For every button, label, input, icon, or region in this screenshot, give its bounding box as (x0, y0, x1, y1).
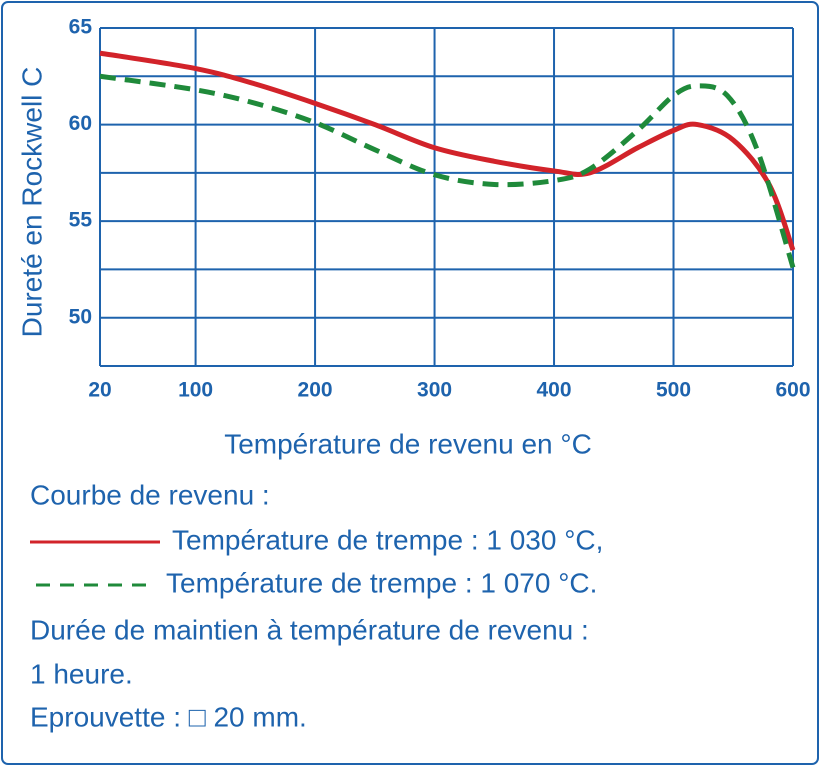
note: 1 heure. (30, 658, 133, 689)
x-tick-label: 300 (417, 379, 452, 402)
x-tick-label: 500 (656, 379, 691, 402)
note: Eprouvette : □ 20 mm. (30, 701, 307, 732)
y-tick-label: 65 (69, 16, 93, 39)
legend-title: Courbe de revenu : (30, 479, 270, 510)
y-tick-label: 60 (69, 112, 92, 135)
x-tick-label: 600 (775, 379, 810, 402)
y-tick-label: 50 (69, 305, 92, 328)
y-axis-title: Dureté en Rockwell C (16, 67, 47, 338)
y-tick-label: 55 (69, 209, 93, 232)
x-tick-label: 400 (537, 379, 572, 402)
x-axis-title: Température de revenu en °C (224, 428, 592, 459)
note: Durée de maintien à température de reven… (30, 614, 589, 645)
legend-label: Température de trempe : 1 030 °C, (172, 524, 603, 555)
series-line (99, 73, 796, 269)
legend-label: Température de trempe : 1 070 °C. (166, 567, 597, 598)
x-tick-label: 200 (298, 379, 333, 402)
series-line (99, 50, 796, 251)
x-tick-label: 100 (178, 379, 213, 402)
x-tick-label: 20 (88, 379, 111, 402)
